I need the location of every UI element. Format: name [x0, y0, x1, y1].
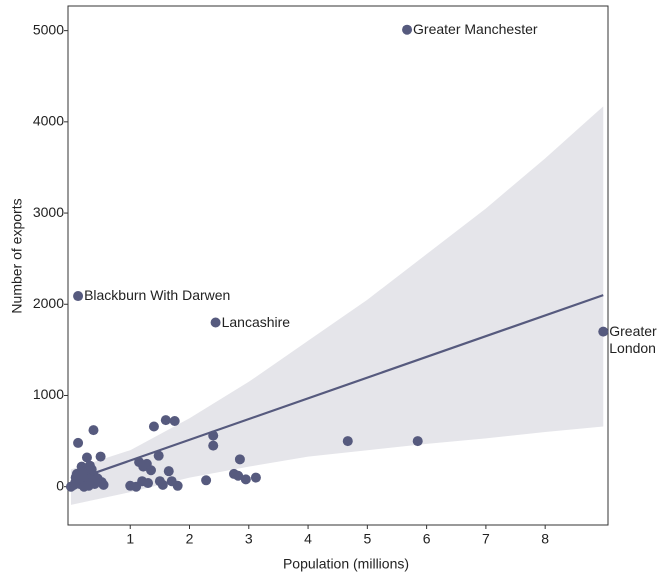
point	[74, 473, 85, 484]
point-label-text: Lancashire	[221, 313, 291, 330]
point	[73, 437, 84, 448]
point	[88, 425, 99, 436]
y-axis-label: Number of exports	[9, 198, 25, 313]
point	[234, 454, 245, 465]
point	[342, 436, 353, 447]
y-tick-label: 2000	[33, 295, 64, 311]
point	[412, 436, 423, 447]
y-tick-label: 5000	[33, 21, 64, 37]
x-tick-label: 6	[423, 531, 431, 547]
point	[208, 430, 219, 441]
point	[95, 451, 106, 462]
point	[98, 479, 109, 490]
point	[81, 452, 92, 463]
x-tick-label: 8	[541, 531, 549, 547]
point	[240, 474, 251, 485]
point	[160, 415, 171, 426]
x-tick-label: 1	[126, 531, 134, 547]
point	[201, 475, 212, 486]
point-label-text: Greater Manchester	[413, 20, 538, 37]
point	[83, 480, 94, 491]
x-tick-label: 5	[363, 531, 371, 547]
point	[163, 466, 174, 477]
point	[153, 450, 164, 461]
point-label-text: Greater London	[609, 322, 657, 356]
point-label: Greater Manchester	[413, 20, 538, 37]
x-tick-label: 2	[186, 531, 194, 547]
point	[143, 478, 154, 489]
point	[73, 291, 84, 302]
point	[169, 416, 180, 427]
y-tick-label: 1000	[33, 386, 64, 402]
plot-frame	[67, 5, 609, 526]
point	[145, 465, 156, 476]
y-tick-label: 0	[56, 477, 64, 493]
point	[598, 326, 609, 337]
point	[86, 464, 97, 475]
y-tick-label: 4000	[33, 113, 64, 129]
x-tick-label: 7	[482, 531, 490, 547]
point	[210, 317, 221, 328]
x-tick-label: 3	[245, 531, 253, 547]
point-label: Blackburn With Darwen	[84, 287, 231, 304]
x-axis-label: Population (millions)	[283, 556, 409, 572]
point	[233, 470, 244, 481]
point	[157, 479, 168, 490]
point	[402, 24, 413, 35]
point	[172, 480, 183, 491]
point-label-text: Blackburn With Darwen	[84, 287, 231, 304]
point	[148, 421, 159, 432]
point-label: Greater London	[609, 322, 657, 356]
confidence-band	[70, 106, 604, 505]
point-label: Lancashire	[221, 313, 291, 330]
regression-line	[70, 294, 604, 483]
point	[208, 440, 219, 451]
y-tick-label: 3000	[33, 204, 64, 220]
x-tick-label: 4	[304, 531, 312, 547]
point	[250, 472, 261, 483]
